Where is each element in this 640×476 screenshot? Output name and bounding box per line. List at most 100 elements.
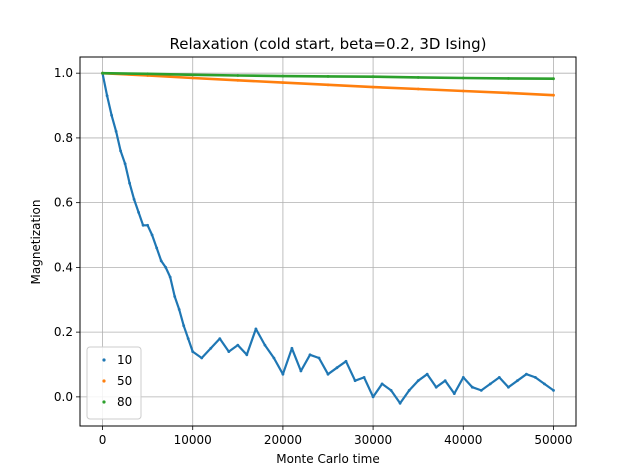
data-point: [290, 346, 294, 350]
data-point: [281, 81, 285, 84]
data-point: [326, 75, 330, 78]
legend-label: 50: [117, 374, 132, 388]
data-point: [146, 223, 150, 227]
data-point: [254, 327, 258, 331]
chart-title: Relaxation (cold start, beta=0.2, 3D Isi…: [169, 35, 486, 53]
legend-marker: [102, 358, 106, 362]
x-axis-label: Monte Carlo time: [276, 452, 379, 466]
x-tick-label: 40000: [444, 433, 482, 447]
data-point: [128, 181, 132, 185]
data-point: [281, 74, 285, 78]
data-point: [209, 346, 213, 350]
data-point: [335, 366, 339, 370]
data-point: [525, 372, 528, 376]
data-point: [461, 76, 465, 80]
legend-box: [86, 346, 142, 420]
data-point: [186, 337, 190, 340]
data-point: [507, 91, 510, 95]
data-point: [371, 395, 375, 399]
data-point: [236, 78, 240, 82]
data-point: [164, 266, 168, 269]
plot-series: [101, 71, 555, 405]
data-point: [362, 376, 366, 379]
y-tick-label: 1.0: [54, 66, 73, 80]
data-point: [110, 113, 113, 117]
data-point: [317, 356, 321, 360]
data-point: [326, 372, 330, 376]
data-point: [281, 372, 285, 376]
data-point: [114, 130, 118, 133]
data-point: [272, 356, 276, 360]
data-point: [344, 359, 348, 363]
data-point: [416, 87, 420, 91]
data-point: [191, 76, 195, 80]
data-point: [137, 211, 141, 214]
data-point: [552, 389, 555, 392]
data-point: [507, 77, 510, 80]
data-point: [173, 295, 177, 298]
series-trace: [101, 72, 555, 405]
x-tick-label: 20000: [264, 433, 302, 447]
data-point: [236, 74, 240, 77]
x-tick-label: 50000: [534, 433, 572, 447]
data-point: [534, 376, 537, 379]
y-tick-label: 0.4: [54, 260, 73, 274]
data-point: [150, 233, 154, 237]
data-point: [516, 379, 519, 383]
data-point: [507, 385, 510, 389]
series-50: [101, 71, 555, 97]
data-point: [389, 389, 393, 392]
y-tick-label: 0.8: [54, 131, 73, 145]
series-80: [101, 71, 555, 81]
data-point: [245, 353, 249, 357]
data-point: [380, 382, 384, 386]
data-point: [398, 401, 402, 405]
data-point: [552, 77, 555, 81]
data-point: [452, 392, 456, 395]
y-tick-label: 0.0: [54, 390, 73, 404]
x-tick-label: 0: [99, 433, 107, 447]
data-point: [543, 382, 546, 386]
data-point: [168, 275, 172, 279]
legend-marker: [102, 400, 106, 404]
legend: 10 50 80: [86, 346, 142, 420]
data-point: [155, 246, 159, 250]
data-point: [407, 389, 411, 392]
x-tick-label: 10000: [174, 433, 212, 447]
data-point: [105, 94, 109, 98]
y-tick-label: 0.2: [54, 325, 73, 339]
data-point: [434, 385, 438, 389]
data-point: [353, 379, 357, 383]
data-point: [146, 72, 150, 76]
data-point: [308, 353, 312, 357]
data-point: [101, 71, 104, 75]
axis-ticks: 0 10000 20000 30000 40000 50000 0.0 0.2 0.4 0.6 0.…: [54, 66, 573, 447]
data-point: [470, 385, 474, 389]
data-point: [141, 223, 145, 227]
data-point: [200, 356, 204, 360]
plot-frame: [79, 56, 577, 427]
data-point: [177, 308, 181, 311]
data-point: [119, 149, 122, 153]
data-point: [497, 376, 501, 379]
series-10: [101, 71, 555, 405]
data-point: [371, 85, 375, 89]
data-point: [371, 75, 375, 79]
data-point: [416, 379, 420, 383]
data-point: [326, 83, 330, 87]
data-point: [182, 324, 186, 328]
legend-label: 80: [117, 395, 132, 409]
data-point: [443, 379, 447, 383]
data-point: [552, 93, 555, 97]
data-point: [416, 76, 420, 79]
data-point: [218, 337, 222, 340]
data-point: [488, 382, 492, 386]
data-point: [236, 343, 240, 347]
data-point: [123, 162, 127, 166]
data-point: [132, 198, 136, 201]
data-point: [227, 350, 231, 353]
data-point: [159, 259, 163, 263]
data-point: [461, 89, 465, 93]
data-point: [461, 376, 465, 379]
